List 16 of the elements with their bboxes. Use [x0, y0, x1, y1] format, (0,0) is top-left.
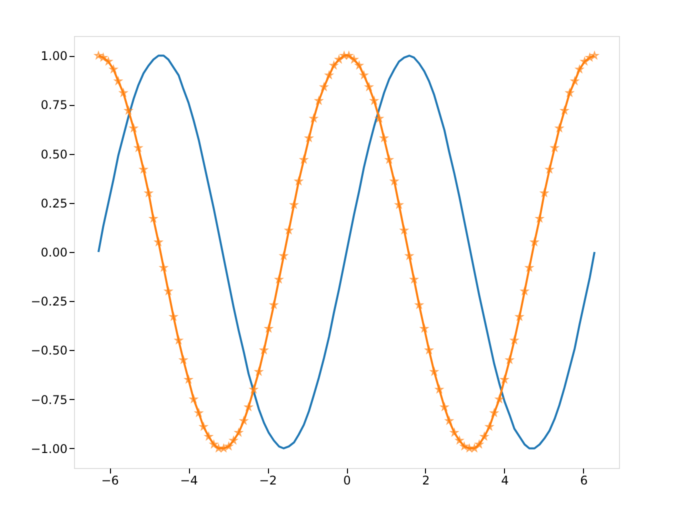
- x-tick-label: 0: [343, 474, 351, 488]
- x-tick-label: −4: [180, 474, 198, 488]
- y-tick-label: 1.00: [40, 49, 68, 64]
- x-tick-label: 4: [501, 474, 509, 488]
- y-tick-label: −0.25: [30, 294, 68, 309]
- y-tick-label: −1.00: [30, 442, 68, 456]
- x-tick-label: 2: [422, 474, 430, 488]
- y-tick-label: 0.75: [40, 98, 68, 112]
- x-tick-label: 6: [580, 474, 588, 488]
- y-tick-label: −0.75: [30, 392, 68, 407]
- y-tick-label: 0.50: [40, 147, 68, 162]
- x-tick-label: −6: [101, 474, 119, 488]
- x-tick-label: −2: [259, 474, 277, 488]
- y-tick-label: 0.00: [40, 246, 68, 260]
- y-tick-label: 0.25: [40, 196, 68, 210]
- y-tick-label: −0.50: [30, 344, 68, 358]
